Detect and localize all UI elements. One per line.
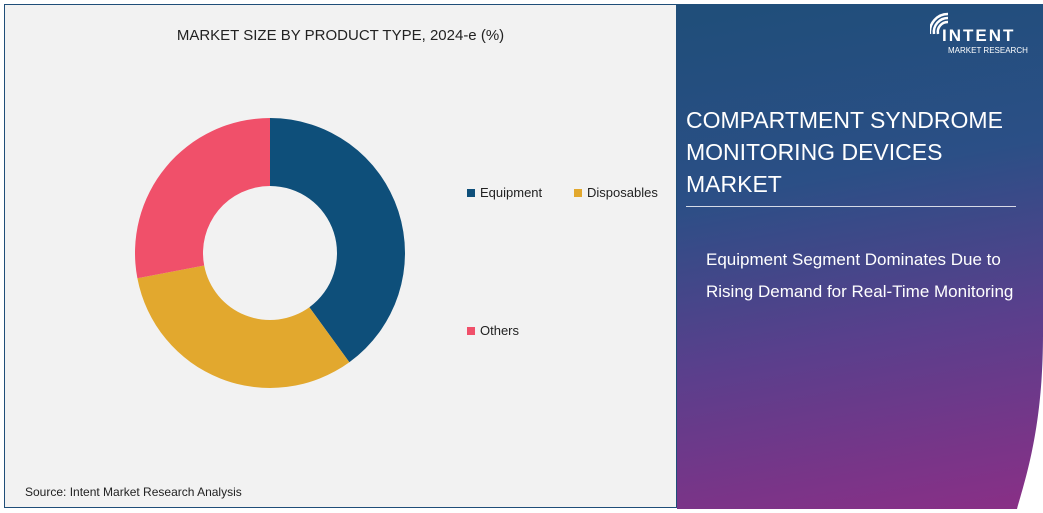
legend-item-disposables: Disposables <box>574 185 658 200</box>
legend-swatch <box>574 188 582 197</box>
report-title: COMPARTMENT SYNDROME MONITORING DEVICES … <box>686 107 1003 197</box>
info-panel <box>677 4 1043 509</box>
legend-swatch <box>467 326 475 335</box>
legend-label: Equipment <box>480 185 543 200</box>
divider <box>686 206 1016 207</box>
logo-brand: INTENT <box>942 26 1016 45</box>
chart-title: MARKET SIZE BY PRODUCT TYPE, 2024-e (%) <box>176 27 505 44</box>
chart-panel: MARKET SIZE BY PRODUCT TYPE, 2024-e (%) … <box>4 4 677 508</box>
source-note: Source: Intent Market Research Analysis <box>25 485 242 499</box>
legend-swatch <box>467 188 475 197</box>
logo-sub: MARKET RESEARCH <box>948 46 1028 55</box>
donut-chart <box>135 118 405 388</box>
legend-label: Disposables <box>587 185 658 200</box>
insight-text: Equipment Segment Dominates Due to Risin… <box>706 250 1014 301</box>
signal-icon <box>930 12 949 35</box>
donut-slice-disposables <box>137 265 350 388</box>
legend-label: Others <box>480 323 520 338</box>
legend-item-others: Others <box>467 323 519 338</box>
donut-slice-others <box>135 118 270 279</box>
logo: INTENT MARKET RESEARCH <box>930 12 1030 57</box>
donut-slice-equipment <box>270 118 405 363</box>
legend-item-equipment: Equipment <box>467 185 542 200</box>
